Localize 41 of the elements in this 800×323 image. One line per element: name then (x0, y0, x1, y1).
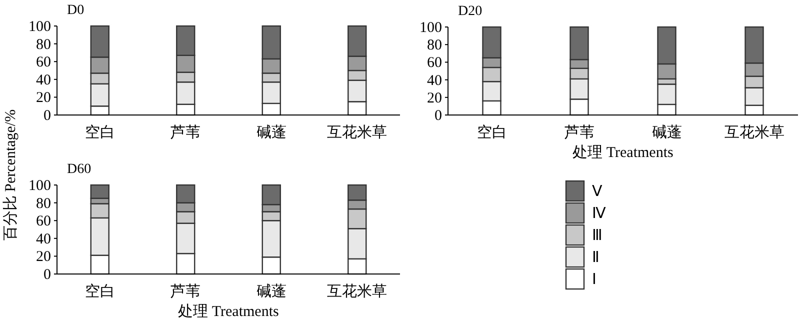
y-tick-label: 80 (36, 36, 51, 53)
legend-label: Ⅲ (592, 228, 602, 244)
x-tick-label: 互花米草 (327, 124, 388, 141)
legend-label: Ⅱ (592, 250, 599, 266)
y-tick-label: 40 (36, 72, 51, 88)
y-tick-label: 100 (28, 19, 51, 35)
chart-title: D60 (67, 162, 92, 177)
y-tick-label: 0 (44, 267, 51, 283)
y-tick-label: 100 (420, 20, 442, 36)
x-tick-label: 碱蓬 (652, 124, 682, 141)
x-tick-label: 芦苇 (564, 124, 594, 141)
y-tick-label: 0 (434, 108, 442, 124)
legend-label: Ⅴ (592, 184, 603, 200)
legend-label: Ⅳ (592, 206, 606, 222)
y-tick-label: 40 (427, 72, 442, 89)
chart-title: D0 (67, 3, 84, 18)
x-tick-label: 碱蓬 (256, 124, 286, 141)
x-tick-label: 空白 (84, 124, 115, 141)
x-tick-label: 互花米草 (724, 124, 784, 141)
x-tick-label: 空白 (84, 283, 115, 300)
chart-title: D20 (458, 4, 482, 19)
y-tick-label: 60 (36, 54, 51, 71)
y-tick-label: 40 (36, 231, 51, 248)
y-tick-label: 100 (28, 178, 51, 194)
x-tick-label: 空白 (476, 124, 507, 141)
x-tick-label: 互花米草 (327, 283, 388, 300)
x-axis-title: 处理 Treatments (572, 144, 674, 161)
y-tick-label: 20 (427, 90, 442, 106)
y-tick-label: 60 (427, 55, 442, 72)
y-tick-label: 60 (36, 214, 51, 230)
x-tick-label: 芦苇 (170, 124, 201, 141)
legend-label: Ⅰ (592, 272, 596, 288)
y-tick-label: 0 (44, 108, 51, 124)
x-tick-label: 芦苇 (170, 283, 201, 300)
y-axis-title: 百分比 Percentage/% (2, 109, 19, 241)
y-tick-label: 80 (427, 38, 442, 54)
y-tick-label: 20 (36, 249, 51, 266)
y-tick-label: 20 (36, 90, 51, 106)
x-axis-title: 处理 Treatments (178, 303, 280, 320)
y-tick-label: 80 (36, 196, 51, 212)
x-tick-label: 碱蓬 (256, 283, 286, 300)
